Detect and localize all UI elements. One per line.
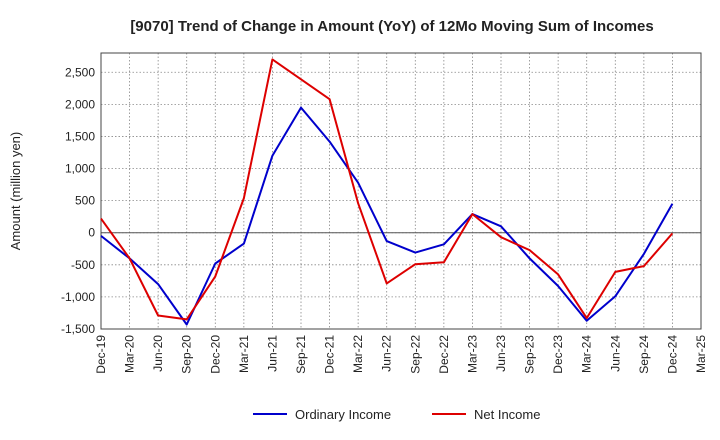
x-tick-label: Dec-22 <box>437 335 451 374</box>
x-axis-ticks: Dec-19 Mar-20 Jun-20 Sep-20 Dec-20 Mar-21 Jun-… <box>94 335 708 374</box>
x-tick-label: Sep-20 <box>180 335 194 374</box>
x-tick-label: Jun-21 <box>265 335 279 372</box>
x-tick-label: Dec-23 <box>551 335 565 374</box>
x-tick-label: Jun-24 <box>608 335 622 372</box>
x-tick-label: Dec-21 <box>323 335 337 374</box>
y-tick-label: -500 <box>71 258 95 272</box>
y-tick-label: -1,500 <box>61 322 95 336</box>
x-tick-label: Mar-25 <box>694 335 708 373</box>
y-tick-label: 1,500 <box>65 129 95 143</box>
legend: Ordinary Income Net Income <box>253 407 540 422</box>
x-tick-label: Jun-20 <box>151 335 165 372</box>
y-axis-ticks: -1,500 -1,000 -500 0 500 1,000 1,500 2,000 2,500 <box>61 65 95 336</box>
x-tick-label: Mar-24 <box>580 335 594 373</box>
y-tick-label: 2,000 <box>65 97 95 111</box>
y-axis-label: Amount (million yen) <box>8 132 23 251</box>
y-tick-label: 500 <box>75 194 95 208</box>
x-tick-label: Mar-22 <box>351 335 365 373</box>
chart-title: [9070] Trend of Change in Amount (YoY) o… <box>130 18 653 35</box>
plot-area <box>100 52 702 330</box>
y-tick-label: 2,500 <box>65 65 95 79</box>
grid <box>101 53 701 330</box>
x-tick-label: Sep-21 <box>294 335 308 374</box>
x-tick-label: Sep-24 <box>637 335 651 374</box>
x-tick-label: Dec-24 <box>665 335 679 374</box>
x-tick-label: Dec-19 <box>94 335 108 374</box>
x-tick-label: Sep-23 <box>523 335 537 374</box>
y-tick-label: 0 <box>88 226 95 240</box>
x-tick-label: Dec-20 <box>208 335 222 374</box>
y-tick-label: -1,000 <box>61 290 95 304</box>
legend-label-net-income: Net Income <box>474 407 540 422</box>
series-line-net-income <box>100 58 674 321</box>
x-tick-label: Sep-22 <box>408 335 422 374</box>
series-lines <box>100 58 674 326</box>
x-tick-label: Jun-23 <box>494 335 508 372</box>
legend-label-ordinary-income: Ordinary Income <box>295 407 391 422</box>
y-tick-label: 1,000 <box>65 162 95 176</box>
x-tick-label: Jun-22 <box>380 335 394 372</box>
x-tick-label: Mar-23 <box>465 335 479 373</box>
x-tick-label: Mar-21 <box>237 335 251 373</box>
x-tick-label: Mar-20 <box>123 335 137 373</box>
